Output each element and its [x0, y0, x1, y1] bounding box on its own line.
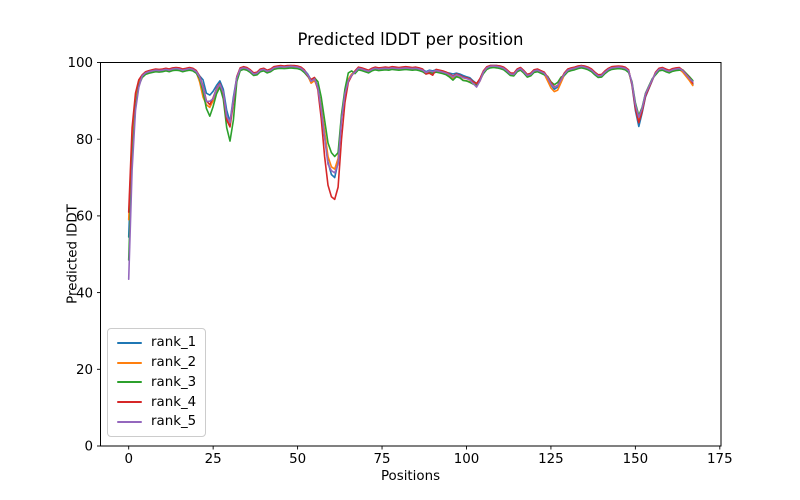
- x-tick-label: 175: [707, 452, 733, 467]
- x-tick-label: 0: [124, 452, 133, 467]
- x-tick-label: 100: [454, 452, 480, 467]
- legend-line-sample: [117, 401, 142, 404]
- legend: rank_1 rank_2 rank_3 rank_4 rank_5: [107, 328, 206, 437]
- y-tick-label: 0: [84, 440, 93, 455]
- legend-entry-rank-4: rank_4: [117, 394, 197, 410]
- legend-label: rank_4: [151, 394, 197, 410]
- legend-entry-rank-1: rank_1: [117, 335, 197, 351]
- legend-label: rank_3: [151, 374, 197, 390]
- x-tick-label: 50: [289, 452, 306, 467]
- series-line-rank_3: [127, 66, 694, 261]
- legend-label: rank_2: [151, 354, 197, 370]
- legend-line-sample: [117, 421, 142, 424]
- y-tick-label: 100: [67, 56, 93, 71]
- legend-entry-rank-5: rank_5: [117, 414, 197, 430]
- legend-line-sample: [117, 381, 142, 384]
- x-axis-label: Positions: [380, 469, 441, 484]
- x-tick-label: 25: [205, 452, 222, 467]
- x-tick-label: 150: [623, 452, 649, 467]
- chart-title: Predicted lDDT per position: [297, 30, 524, 49]
- y-tick-label: 20: [76, 363, 93, 378]
- y-tick-label: 40: [76, 286, 93, 301]
- legend-line-sample: [117, 361, 142, 364]
- y-tick-label: 60: [76, 210, 93, 225]
- legend-entry-rank-3: rank_3: [117, 374, 197, 390]
- y-tick-label: 80: [76, 133, 93, 148]
- legend-entry-rank-2: rank_2: [117, 356, 196, 369]
- legend-label: rank_5: [151, 414, 197, 430]
- y-axis-label: Predicted lDDT: [65, 204, 81, 304]
- series-line-rank_5: [127, 65, 694, 281]
- x-tick-label: 75: [374, 452, 391, 467]
- x-tick-label: 125: [538, 452, 564, 467]
- legend-label: rank_1: [151, 335, 197, 351]
- legend-line-sample: [117, 341, 142, 344]
- axes-frame: [100, 62, 722, 447]
- series-line-rank_1: [127, 64, 694, 238]
- series-line-rank_4: [127, 64, 694, 213]
